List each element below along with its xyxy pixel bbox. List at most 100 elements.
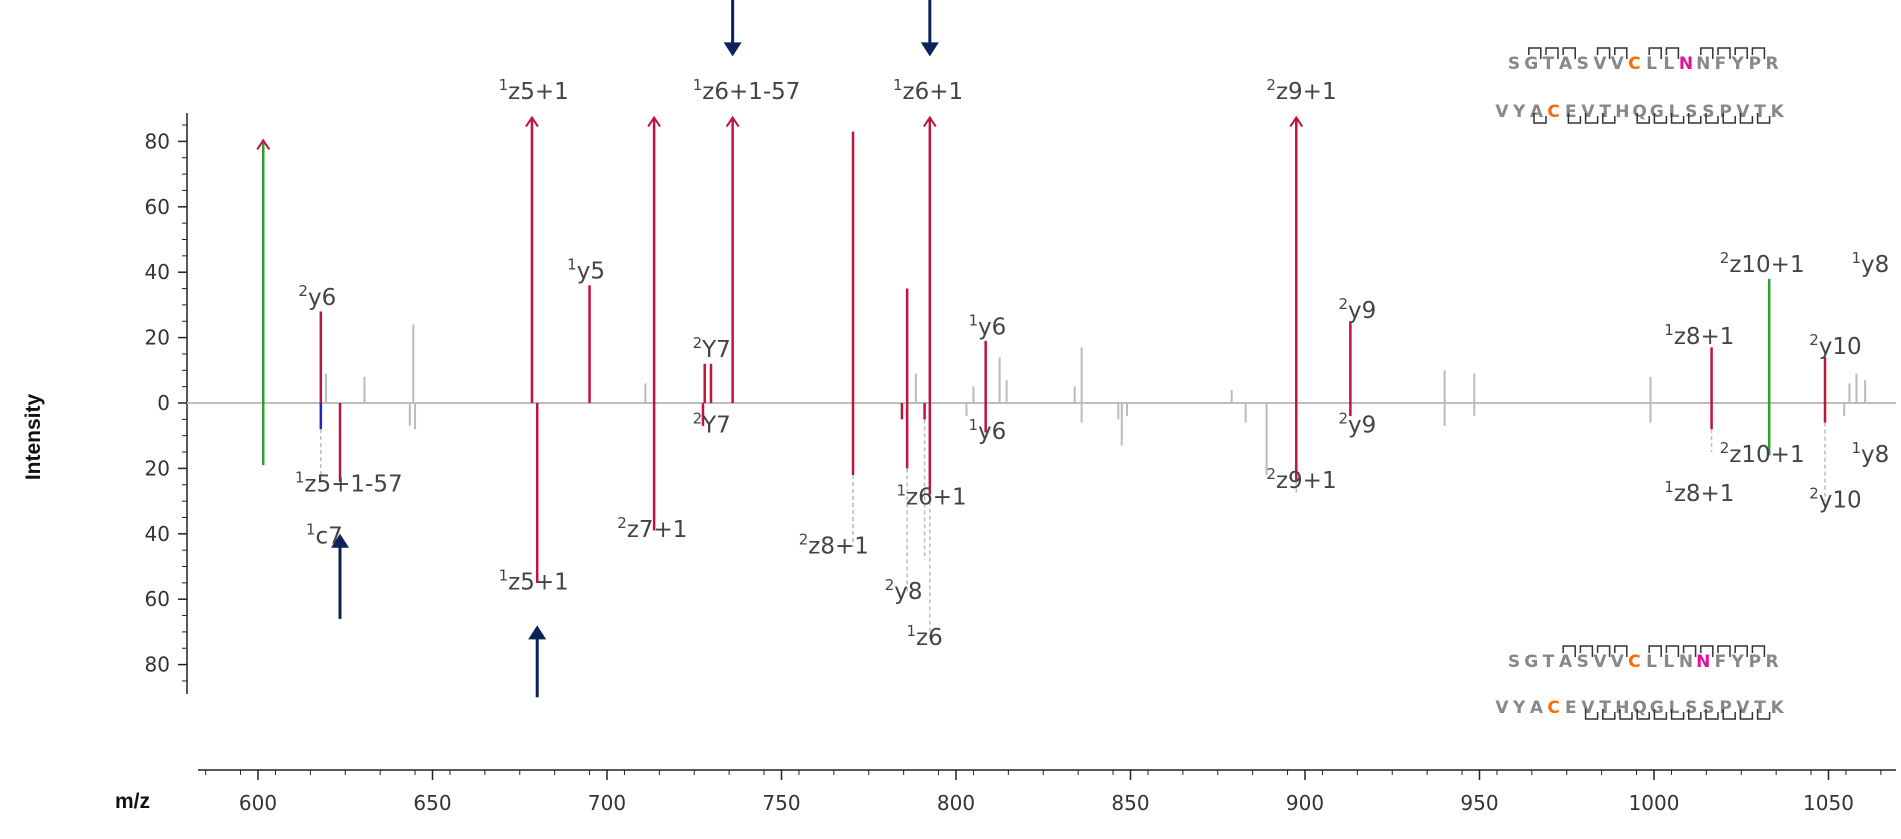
residue-letter: T: [1599, 102, 1611, 122]
residue-letter: L: [1663, 54, 1674, 74]
fragment-bracket: [1653, 709, 1668, 720]
ion-label: 2y8: [885, 576, 923, 605]
fragment-bracket: [1648, 645, 1662, 657]
ion-label: 1y6: [969, 416, 1007, 445]
x-tick-label: 800: [937, 791, 975, 815]
x-tick-label: 1050: [1803, 791, 1854, 815]
residue-letter: N: [1679, 652, 1693, 672]
pointer-arrow-head: [331, 533, 350, 548]
fragment-bracket: [1700, 47, 1714, 59]
fragment-bracket: [1545, 47, 1559, 59]
fragment-bracket: [1722, 113, 1736, 124]
fragment-bracket: [1751, 645, 1766, 657]
residue-letter: T: [1543, 652, 1555, 672]
pointer-arrow-head: [528, 625, 547, 640]
residue-letter: L: [1646, 54, 1657, 74]
ion-label: 2y10: [1809, 331, 1861, 360]
ion-label: 2y9: [1338, 409, 1376, 438]
fragment-bracket: [1528, 47, 1542, 59]
ion-label: 2Y7: [693, 409, 731, 438]
residue-letter: A: [1530, 698, 1544, 718]
pointer-arrow-head: [920, 42, 939, 57]
y-axis-ticks: 80 60 40 20 0 20 40 60 80: [145, 124, 187, 682]
pointer-arrows: [331, 0, 939, 698]
residue-letter: E: [1565, 698, 1577, 718]
residue-letter: V: [1611, 652, 1625, 672]
ion-label: 1z6+1-57: [693, 76, 801, 105]
peak-bars: [256, 115, 1867, 583]
fragment-bracket: [1562, 645, 1576, 657]
residue-letter: G: [1524, 652, 1538, 672]
residue-letter: G: [1524, 54, 1538, 74]
residue-letter: K: [1771, 698, 1785, 718]
residue-letter: H: [1615, 102, 1629, 122]
x-tick-label: 1000: [1629, 791, 1680, 815]
residue-letter: S: [1702, 698, 1714, 718]
ion-label: 1z5+1-57: [295, 468, 403, 497]
fragment-bracket: [1614, 645, 1628, 657]
fragment-bracket: [1756, 113, 1771, 124]
y-tick-label: 20: [145, 326, 170, 350]
clipped-peak-arrowhead: [256, 138, 271, 150]
y-tick-label: 40: [145, 260, 170, 284]
residue-letter: S: [1577, 54, 1589, 74]
residue-letter: L: [1669, 698, 1680, 718]
residue-letter: E: [1565, 102, 1577, 122]
x-tick-label: 750: [762, 791, 800, 815]
ion-label: 2z9+1: [1266, 465, 1336, 494]
y-tick-label: 80: [145, 129, 170, 153]
residue-letter: C: [1547, 102, 1559, 122]
fragment-bracket: [1739, 113, 1754, 124]
fragment-bracket: [1682, 645, 1697, 657]
residue-letter: F: [1715, 652, 1727, 672]
residue-letter: Q: [1632, 102, 1646, 122]
fragment-bracket: [1700, 645, 1714, 657]
x-axis-ticks: 600 650 700 750 800 850 900 950 1000 1050: [205, 770, 1882, 815]
ion-label: 2y10: [1809, 485, 1861, 514]
residue-letter: V: [1611, 54, 1625, 74]
fragment-bracket: [1751, 47, 1766, 59]
ion-label: 1z6: [906, 622, 942, 651]
x-tick-label: 950: [1460, 791, 1498, 815]
residue-letter: T: [1543, 54, 1555, 74]
residue-letter: T: [1754, 698, 1766, 718]
x-tick-label: 600: [239, 791, 277, 815]
fragment-bracket: [1688, 709, 1702, 720]
fragment-bracket: [1614, 47, 1628, 59]
residue-letter: S: [1508, 652, 1520, 672]
ion-label: 1z6+1: [896, 481, 966, 510]
residue-letter: H: [1615, 698, 1629, 718]
fragment-bracket: [1602, 113, 1616, 124]
residue-letter: N: [1696, 652, 1710, 672]
fragment-bracket: [1717, 645, 1731, 657]
clipped-peak-arrowhead: [725, 115, 740, 128]
ion-label: 2Y7: [693, 334, 731, 363]
fragment-bracket: [1636, 113, 1650, 124]
fragment-bracket: [1739, 709, 1754, 720]
residue-letter: V: [1581, 102, 1595, 122]
residue-letter: Y: [1730, 652, 1744, 672]
ion-label: 1y8: [1851, 439, 1889, 468]
residue-letter: S: [1508, 54, 1520, 74]
fragment-bracket: [1584, 709, 1599, 720]
ion-label: 1y8: [1851, 249, 1889, 278]
residue-letter: Q: [1632, 698, 1646, 718]
x-axis-label: m/z: [115, 790, 150, 813]
clipped-peak-arrowhead: [647, 115, 661, 128]
fragment-bracket: [1734, 47, 1748, 59]
residue-letter: S: [1685, 698, 1697, 718]
residue-letter: C: [1628, 652, 1640, 672]
sequence-panels: S G T A S V V C L L N N F Y P RV Y A C E V T H Q G L S S P V T KS G T A S V V…: [1495, 47, 1785, 720]
fragment-bracket: [1602, 709, 1616, 720]
residue-letter: P: [1719, 102, 1731, 122]
fragment-bracket: [1619, 709, 1633, 720]
connector-lines: [320, 419, 1826, 639]
clipped-peak-arrowhead: [922, 115, 937, 128]
residue-letter: A: [1559, 652, 1573, 672]
fragment-bracket: [1756, 709, 1771, 720]
residue-letter: C: [1547, 698, 1559, 718]
fragment-bracket: [1670, 709, 1685, 720]
residue-letter: A: [1530, 102, 1544, 122]
fragment-bracket: [1533, 113, 1547, 124]
x-tick-label: 650: [413, 791, 451, 815]
